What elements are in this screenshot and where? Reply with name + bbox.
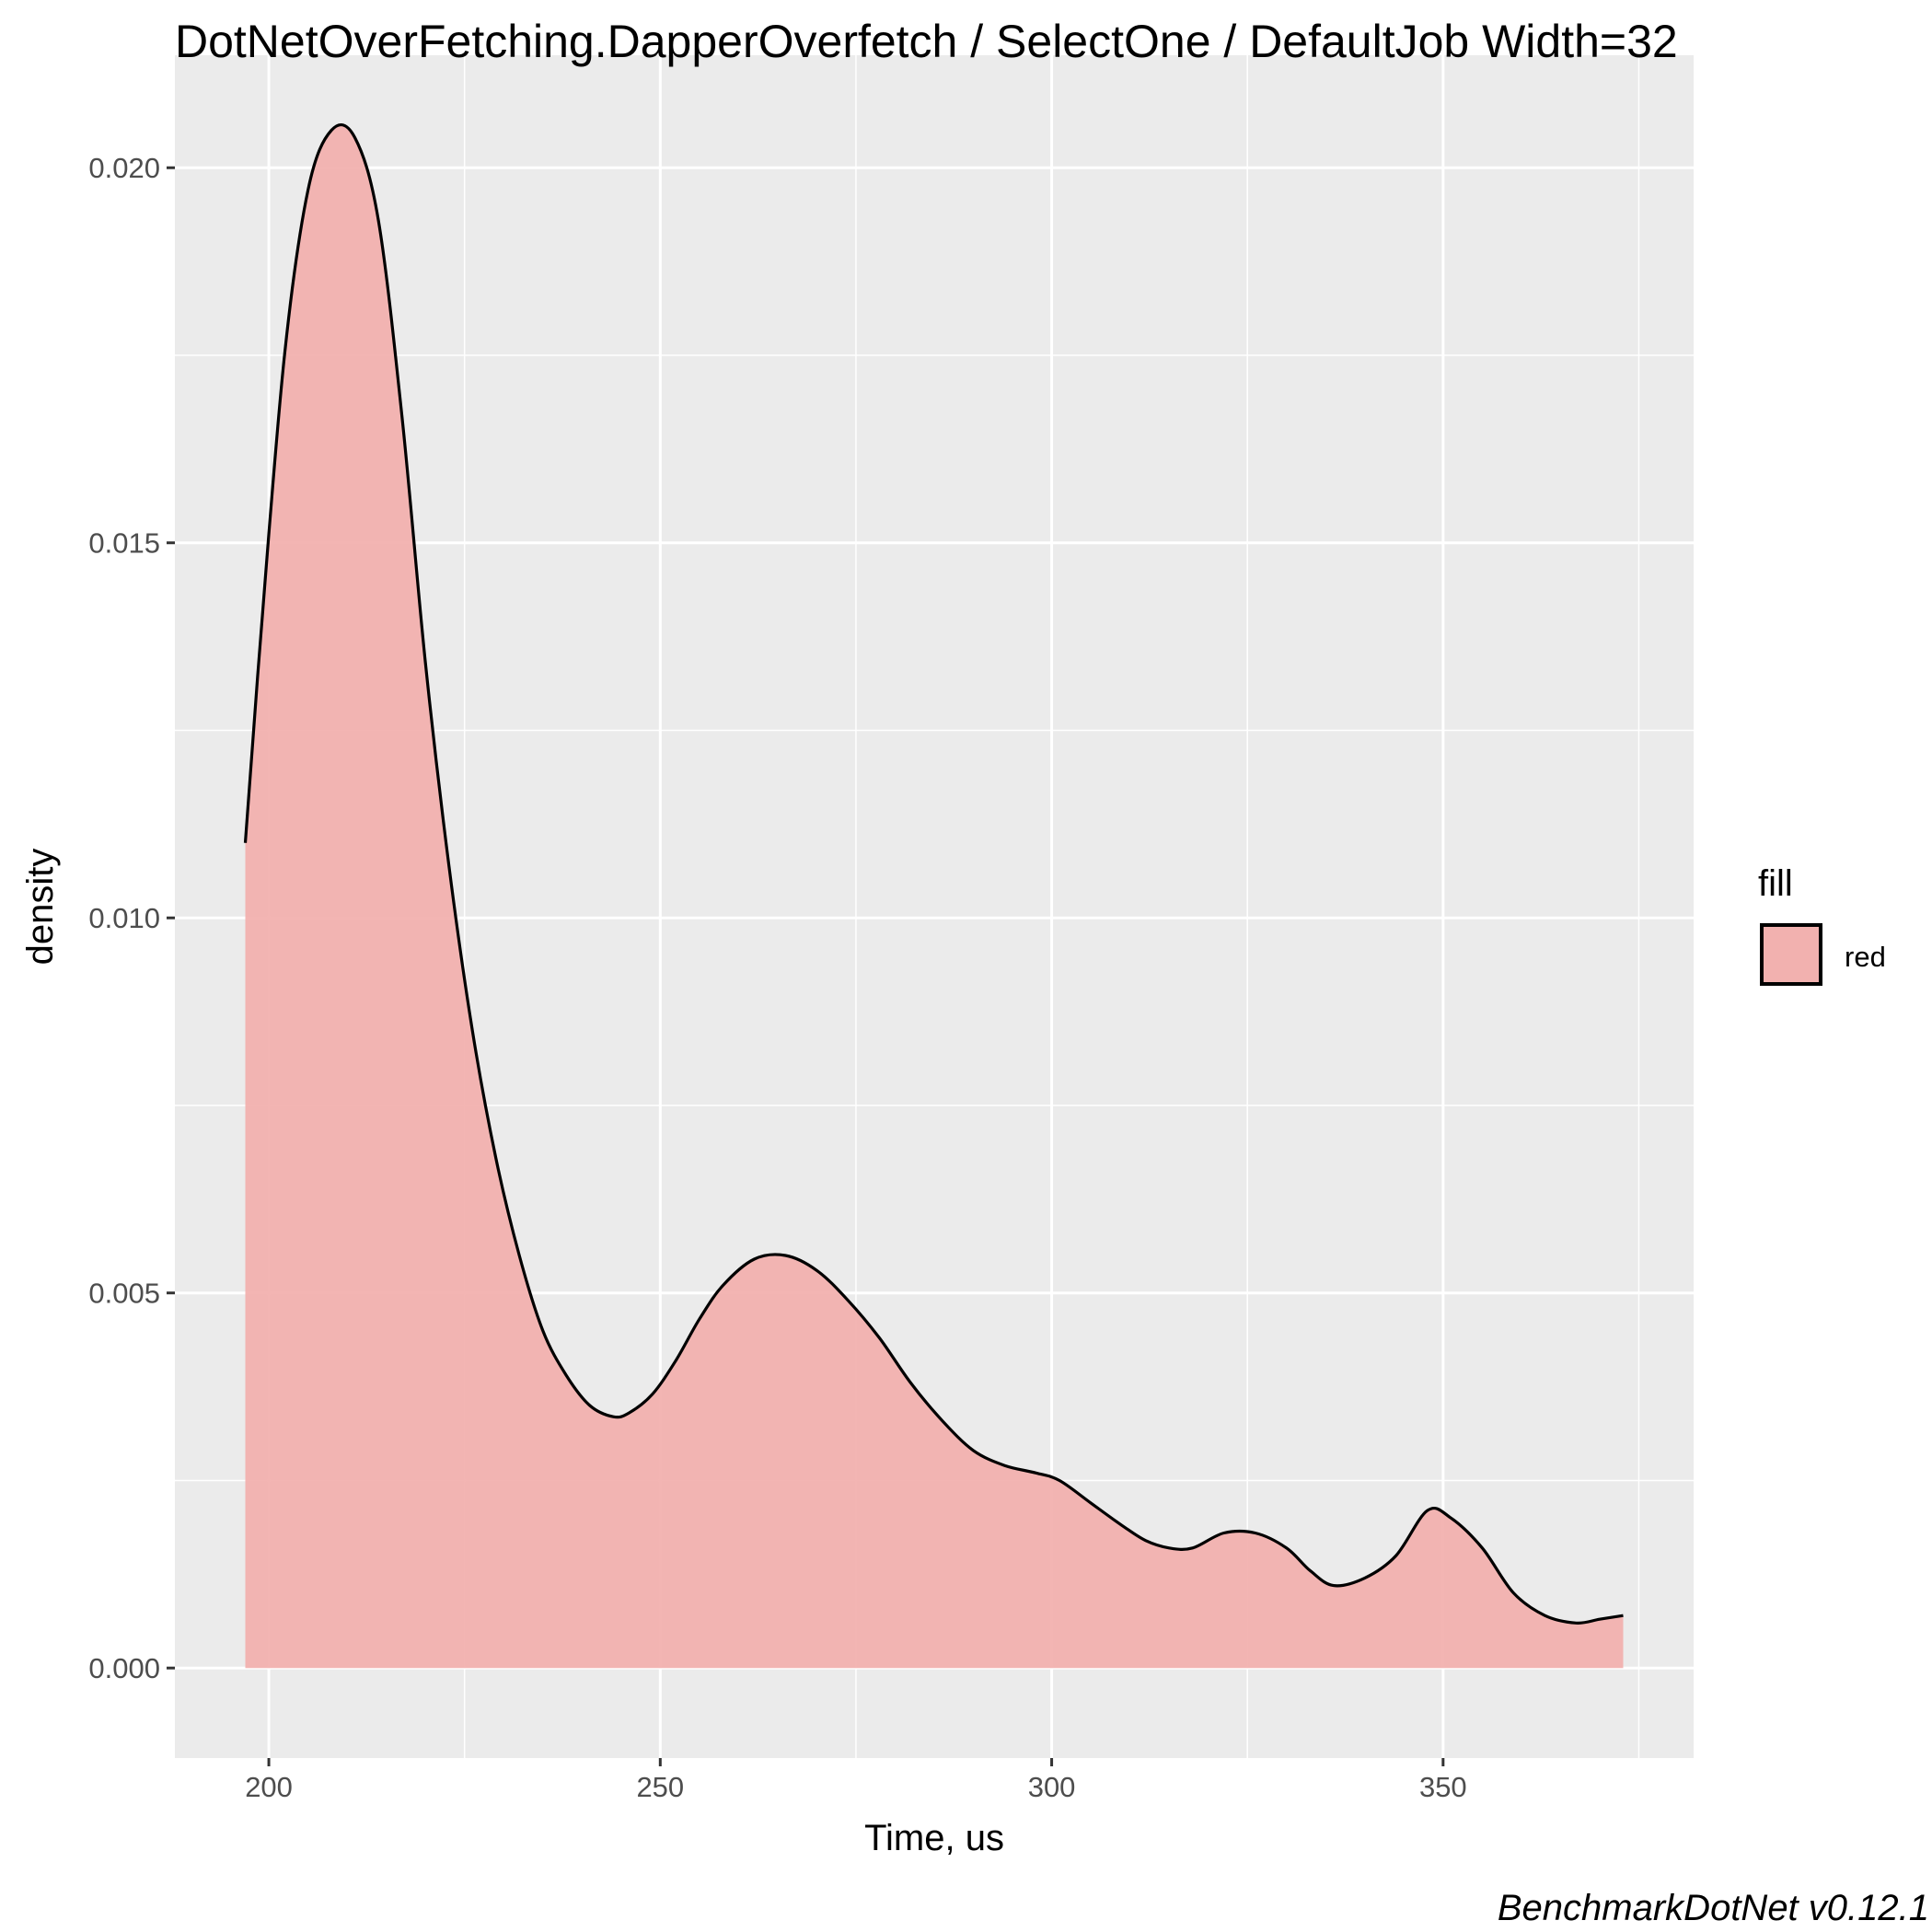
- minor-gridlines: [175, 55, 1694, 1758]
- legend-key-red: [1760, 923, 1822, 986]
- x-tick-label: 250: [636, 1771, 684, 1803]
- tick-labels: 200 250 300 350 0.000 0.005 0.010 0.015 0.020: [88, 152, 1466, 1803]
- y-tick-label: 0.005: [88, 1278, 160, 1310]
- density-series: [243, 122, 1624, 1669]
- legend-label-red: red: [1845, 941, 1886, 973]
- legend-title: fill: [1758, 863, 1793, 904]
- density-area-red: [245, 124, 1624, 1669]
- density-line-red: [243, 122, 1624, 1625]
- y-axis-title: density: [20, 849, 61, 966]
- y-tick-label: 0.000: [88, 1652, 160, 1684]
- x-tick-label: 200: [245, 1771, 293, 1803]
- caption: BenchmarkDotNet v0.12.1: [1498, 1888, 1929, 1928]
- x-tick-label: 350: [1419, 1771, 1467, 1803]
- axis-ticks: [167, 166, 1445, 1766]
- legend: fill red: [1758, 863, 1886, 986]
- x-axis-title: Time, us: [864, 1818, 1004, 1858]
- y-tick-label: 0.020: [88, 152, 160, 184]
- chart-title: DotNetOverFetching.DapperOverfetch / Sel…: [175, 16, 1678, 67]
- y-tick-label: 0.010: [88, 902, 160, 934]
- x-tick-label: 300: [1028, 1771, 1076, 1803]
- y-tick-label: 0.015: [88, 527, 160, 560]
